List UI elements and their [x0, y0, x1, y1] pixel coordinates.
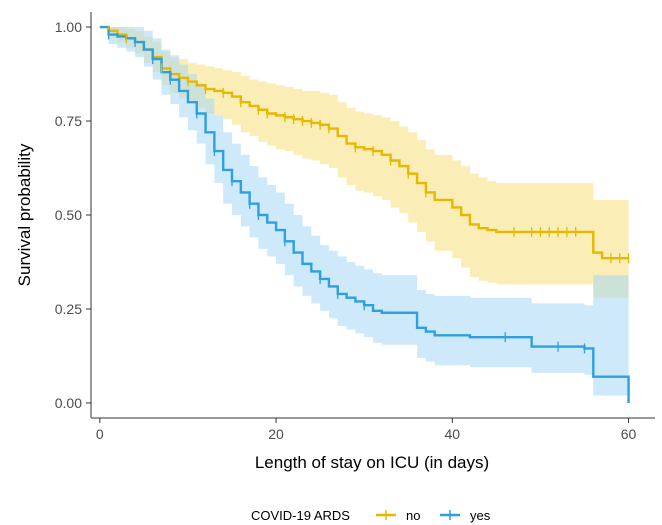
y-tick-label: 0.25 [55, 301, 82, 317]
x-tick-label: 40 [445, 426, 461, 442]
x-axis-title: Length of stay on ICU (in days) [255, 453, 489, 472]
censor-marks [107, 25, 630, 354]
legend-title: COVID-19 ARDS [251, 508, 350, 523]
legend-label-yes: yes [470, 508, 491, 523]
y-tick-label: 0.50 [55, 207, 82, 223]
y-tick-label: 0.75 [55, 113, 82, 129]
legend: COVID-19 ARDS no yes [251, 508, 491, 523]
y-tick-label: 1.00 [55, 19, 82, 35]
y-tick-label: 0.00 [55, 395, 82, 411]
legend-label-no: no [406, 508, 420, 523]
confidence-band-yes [99, 27, 629, 396]
x-tick-label: 0 [96, 426, 104, 442]
y-axis-title: Survival probability [15, 143, 34, 286]
x-tick-label: 20 [268, 426, 284, 442]
legend-key-no [376, 510, 396, 520]
legend-key-yes [440, 510, 460, 520]
axis-ticks: 0 20 40 60 0.00 0.25 0.50 0.75 1.00 [55, 19, 637, 442]
x-tick-label: 60 [621, 426, 637, 442]
